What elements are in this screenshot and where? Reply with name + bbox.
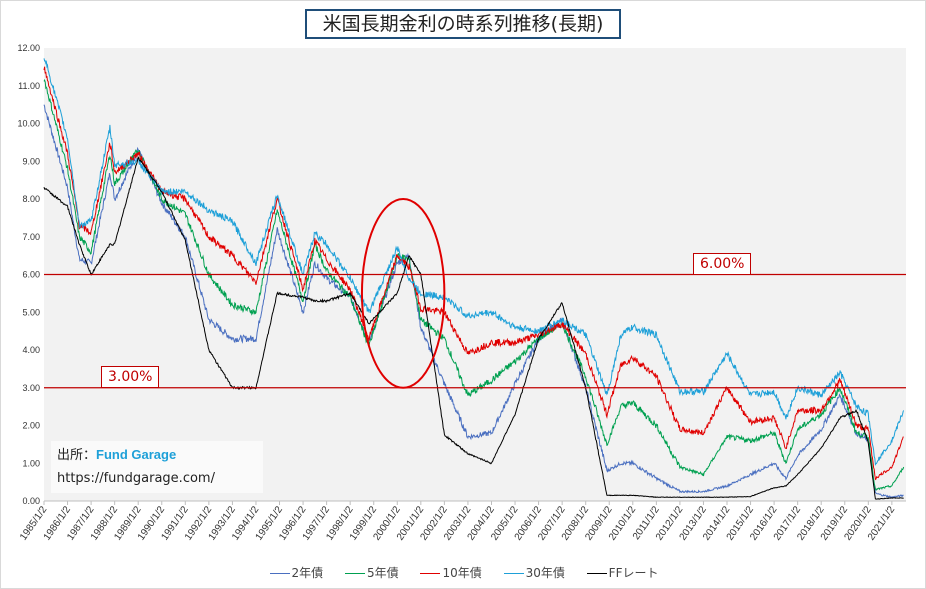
legend-label: 30年債 xyxy=(525,566,565,580)
y-tick-label: 6.00 xyxy=(22,270,40,280)
source-url: https://fundgarage.com/ xyxy=(57,471,215,486)
source-name: Fund Garage xyxy=(96,447,177,462)
highlight-ellipse xyxy=(360,198,446,389)
y-tick-label: 12.00 xyxy=(17,43,40,53)
legend-item-2y: 2年債 xyxy=(269,566,324,580)
legend-label: 5年債 xyxy=(366,566,399,580)
legend-item-5y: 5年債 xyxy=(344,566,399,580)
source-label: 出所： xyxy=(57,448,97,463)
y-tick-label: 3.00 xyxy=(22,383,40,393)
y-tick-label: 9.00 xyxy=(22,156,40,166)
y-tick-label: 10.00 xyxy=(17,119,40,129)
legend-swatch xyxy=(269,573,290,574)
legend: 2年債 5年債 10年債 30年債 FFレート xyxy=(1,564,925,581)
annotation-6pct: 6.00% xyxy=(693,253,752,275)
y-tick-label: 0.00 xyxy=(22,496,40,506)
legend-label: FFレート xyxy=(608,566,659,580)
series-line-2 xyxy=(43,66,904,481)
series-line-0 xyxy=(43,104,904,499)
y-tick-label: 7.00 xyxy=(22,232,40,242)
y-tick-label: 5.00 xyxy=(22,307,40,317)
legend-label: 10年債 xyxy=(442,566,482,580)
series-line-4 xyxy=(43,156,904,500)
chart-title: 米国長期金利の時系列推移(長期) xyxy=(305,9,621,39)
series-line-3 xyxy=(43,58,905,466)
y-tick-label: 1.00 xyxy=(22,458,40,468)
legend-swatch xyxy=(420,573,441,574)
annotation-3pct: 3.00% xyxy=(101,366,160,388)
series-line-1 xyxy=(43,78,905,491)
legend-item-10y: 10年債 xyxy=(420,566,482,580)
y-tick-label: 11.00 xyxy=(18,81,40,91)
y-tick-label: 2.00 xyxy=(22,421,40,431)
source-box: 出所：Fund Garage https://fundgarage.com/ xyxy=(51,441,263,493)
legend-item-ff: FFレート xyxy=(586,566,659,580)
y-tick-label: 4.00 xyxy=(22,345,40,355)
y-tick-label: 8.00 xyxy=(22,194,40,204)
legend-swatch xyxy=(503,573,524,574)
legend-item-30y: 30年債 xyxy=(503,566,565,580)
legend-swatch xyxy=(586,573,607,574)
legend-swatch xyxy=(344,573,365,574)
legend-label: 2年債 xyxy=(291,566,324,580)
